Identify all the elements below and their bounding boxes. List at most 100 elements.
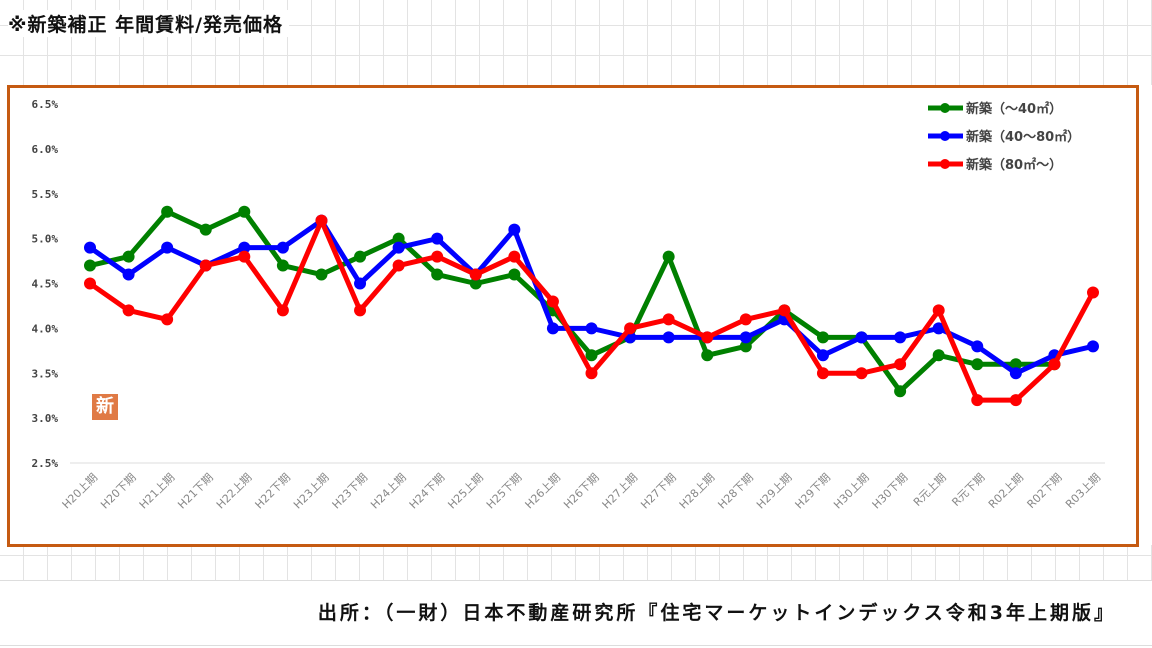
x-tick-label: R02下期 bbox=[1024, 471, 1064, 511]
data-point bbox=[662, 331, 675, 344]
y-tick-label: 4.0% bbox=[32, 322, 59, 335]
data-point bbox=[1087, 286, 1099, 299]
data-point bbox=[662, 250, 675, 263]
x-tick-label: H28上期 bbox=[677, 471, 718, 512]
legend-label: 新築（40～80㎡） bbox=[966, 129, 1080, 145]
x-tick-label: H24上期 bbox=[368, 471, 409, 512]
y-tick-label: 5.0% bbox=[32, 233, 59, 246]
x-tick-label: H23上期 bbox=[291, 471, 332, 512]
data-point bbox=[469, 268, 482, 281]
legend-marker bbox=[940, 131, 950, 141]
data-point bbox=[816, 367, 829, 380]
data-point bbox=[122, 250, 135, 263]
data-point bbox=[971, 340, 984, 353]
x-tick-label: H30上期 bbox=[831, 471, 872, 512]
data-point bbox=[431, 268, 444, 281]
x-tick-label: H26下期 bbox=[561, 471, 602, 512]
y-tick-label: 6.0% bbox=[32, 143, 59, 156]
data-point bbox=[122, 268, 135, 281]
data-point bbox=[894, 331, 907, 344]
data-point bbox=[238, 205, 251, 218]
series-line-0 bbox=[89, 209, 1055, 394]
data-point bbox=[1009, 394, 1022, 407]
data-point bbox=[84, 241, 96, 254]
data-point bbox=[662, 313, 675, 326]
data-point bbox=[469, 277, 482, 290]
data-point bbox=[894, 358, 907, 371]
data-point bbox=[932, 304, 945, 317]
data-point bbox=[932, 349, 945, 362]
x-tick-label: R元下期 bbox=[949, 471, 987, 509]
data-point bbox=[238, 250, 251, 263]
data-point bbox=[431, 250, 444, 263]
page-title: ※新築補正 年間賃料/発売価格 bbox=[8, 10, 290, 37]
x-tick-label: R元上期 bbox=[911, 471, 949, 509]
data-point bbox=[508, 250, 521, 263]
data-point bbox=[431, 232, 444, 245]
data-point bbox=[161, 313, 174, 326]
x-tick-label: H20上期 bbox=[60, 471, 101, 512]
data-point bbox=[1009, 367, 1022, 380]
data-point bbox=[161, 205, 174, 218]
new-badge: 新 bbox=[92, 394, 118, 420]
legend-label: 新築（～40㎡） bbox=[966, 101, 1062, 117]
x-tick-label: H22下期 bbox=[253, 471, 294, 512]
data-point bbox=[354, 304, 367, 317]
data-point bbox=[315, 214, 328, 227]
data-point bbox=[122, 304, 135, 317]
data-point bbox=[1048, 358, 1061, 371]
data-point bbox=[354, 250, 367, 263]
y-tick-label: 3.5% bbox=[32, 367, 59, 380]
x-tick-label: H21上期 bbox=[137, 471, 178, 512]
data-point bbox=[392, 241, 405, 254]
data-point bbox=[199, 223, 212, 236]
data-point bbox=[1087, 340, 1099, 353]
x-tick-label: H30下期 bbox=[870, 471, 911, 512]
spreadsheet-grid-bottom bbox=[0, 545, 1152, 585]
x-tick-label: H20下期 bbox=[98, 471, 139, 512]
data-point bbox=[701, 349, 714, 362]
data-point bbox=[585, 322, 598, 335]
data-point bbox=[276, 259, 289, 272]
x-tick-label: H25上期 bbox=[445, 471, 486, 512]
data-point bbox=[624, 322, 637, 335]
x-tick-label: H28下期 bbox=[715, 471, 756, 512]
x-tick-label: R02上期 bbox=[986, 471, 1026, 511]
data-point bbox=[855, 331, 868, 344]
data-point bbox=[894, 385, 907, 398]
data-point bbox=[508, 268, 521, 281]
data-point bbox=[778, 304, 791, 317]
x-tick-label: H29上期 bbox=[754, 471, 795, 512]
data-point bbox=[84, 277, 96, 290]
data-point bbox=[238, 241, 251, 254]
x-tick-label: R03上期 bbox=[1063, 471, 1103, 511]
data-point bbox=[585, 367, 598, 380]
data-point bbox=[855, 367, 868, 380]
data-point bbox=[508, 223, 521, 236]
data-point bbox=[276, 241, 289, 254]
y-tick-label: 4.5% bbox=[32, 278, 59, 291]
y-tick-label: 3.0% bbox=[32, 412, 59, 425]
data-point bbox=[315, 268, 328, 281]
x-tick-label: H22上期 bbox=[214, 471, 255, 512]
data-point bbox=[1009, 358, 1022, 371]
data-point bbox=[739, 331, 752, 344]
data-point bbox=[161, 241, 174, 254]
data-point bbox=[84, 259, 96, 272]
x-tick-label: H26上期 bbox=[523, 471, 564, 512]
data-point bbox=[354, 277, 367, 290]
data-point bbox=[971, 394, 984, 407]
x-tick-label: H29下期 bbox=[793, 471, 834, 512]
x-tick-label: H25下期 bbox=[484, 471, 525, 512]
data-point bbox=[199, 259, 212, 272]
y-tick-label: 5.5% bbox=[32, 188, 59, 201]
x-tick-label: H21下期 bbox=[175, 471, 216, 512]
data-point bbox=[392, 232, 405, 245]
data-point bbox=[546, 322, 559, 335]
data-point bbox=[546, 295, 559, 308]
legend-marker bbox=[940, 159, 950, 169]
footer-band bbox=[0, 580, 1152, 646]
legend-label: 新築（80㎡～） bbox=[966, 157, 1062, 173]
x-tick-label: H23下期 bbox=[330, 471, 371, 512]
x-tick-label: H27下期 bbox=[638, 471, 679, 512]
